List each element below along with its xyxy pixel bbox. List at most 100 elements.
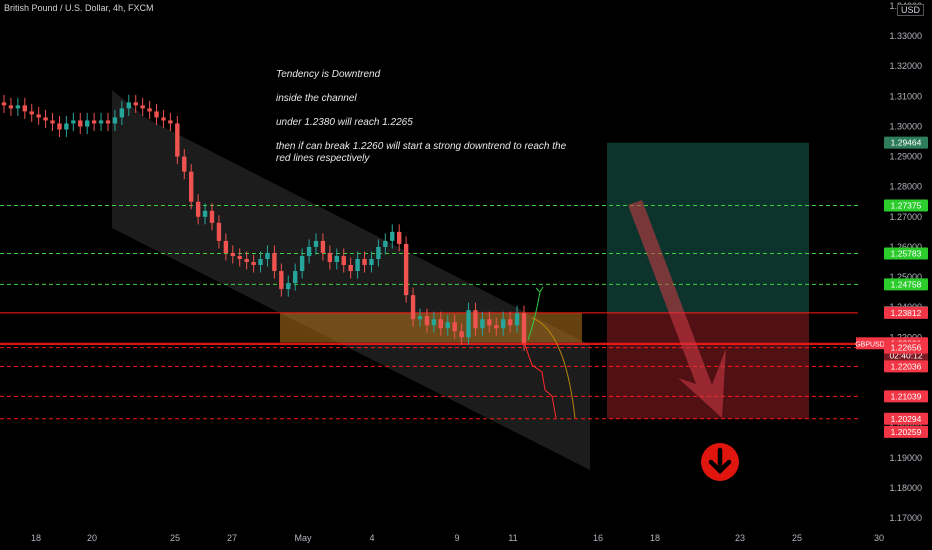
y-tick-label: 1.28000 [889, 182, 922, 192]
y-tick-label: 1.32000 [889, 61, 922, 71]
x-tick-label: 20 [87, 533, 97, 543]
candle [438, 319, 443, 329]
candle [480, 319, 485, 329]
candle [334, 255, 339, 262]
candle [57, 123, 62, 130]
candle [230, 252, 235, 256]
candle [265, 252, 270, 259]
candle [105, 120, 111, 124]
x-tick-label: 18 [31, 533, 41, 543]
candle [459, 331, 464, 338]
symbol-tag-label: GBPUSD [855, 341, 885, 348]
down-arrow-icon [701, 443, 739, 481]
price-axis [858, 0, 932, 550]
currency-selector[interactable]: USD [896, 4, 924, 16]
candle [501, 319, 506, 329]
price-tag-label: 1.22036 [891, 361, 922, 371]
candle [189, 171, 194, 202]
x-tick-label: 27 [227, 533, 237, 543]
candle [403, 243, 409, 296]
candle [452, 322, 457, 332]
candle [195, 201, 201, 217]
price-tag [884, 341, 928, 354]
candle [1, 102, 7, 106]
x-tick-label: 25 [170, 533, 180, 543]
annotation-line-1: Tendency is Downtrend [276, 69, 381, 80]
candle [299, 255, 305, 272]
candle [293, 271, 298, 284]
annotation-line-2: inside the channel [276, 93, 357, 104]
candle [320, 240, 326, 253]
price-tag-label: 1.20294 [891, 414, 922, 424]
candle [168, 120, 173, 124]
price-tag-label: 1.29464 [891, 138, 922, 148]
x-tick-label: 23 [735, 533, 745, 543]
zone-path-arrow [531, 317, 576, 419]
y-tick-label: 1.33000 [889, 31, 922, 41]
x-tick-label: 11 [508, 533, 517, 543]
candle [397, 231, 402, 244]
candle [390, 231, 395, 241]
price-tag [884, 199, 928, 212]
symbol-tag [856, 337, 884, 350]
candle [175, 123, 180, 157]
countdown-label: 02:40:12 [889, 350, 922, 360]
candle [424, 316, 430, 326]
candle [521, 313, 527, 344]
x-tick-label: 4 [369, 533, 374, 543]
price-tag [884, 278, 928, 291]
candle [362, 258, 367, 266]
candle [147, 108, 152, 112]
y-tick-label: 1.25000 [889, 272, 922, 282]
candle [216, 222, 222, 241]
candle [466, 310, 471, 338]
candle [507, 319, 513, 326]
candle [154, 111, 159, 118]
candle [119, 108, 125, 118]
big-down-arrow [628, 200, 726, 418]
candle [514, 313, 520, 326]
candle [91, 120, 97, 124]
candle [279, 271, 284, 290]
candle [369, 258, 374, 266]
candle [22, 105, 27, 112]
price-tag-label: 1.20259 [891, 427, 922, 437]
candle [112, 117, 118, 124]
x-tick-label: 16 [593, 533, 603, 543]
annotation-line-4: then if can break 1.2260 will start a st… [276, 141, 567, 164]
candle [29, 111, 34, 115]
candle [126, 102, 131, 109]
candle [494, 325, 499, 329]
candle [202, 210, 208, 217]
price-tag-label: 1.27375 [891, 201, 922, 211]
y-tick-label: 1.17000 [889, 513, 922, 523]
symbol-title[interactable]: British Pound / U.S. Dollar, 4h, FXCM [4, 3, 154, 13]
candle [313, 240, 319, 247]
price-tag [884, 306, 928, 319]
candle [355, 258, 360, 272]
price-tag [884, 390, 928, 403]
candle [286, 283, 291, 290]
candle [182, 156, 187, 172]
candle [85, 120, 90, 127]
candle [445, 322, 450, 329]
y-tick-label: 1.18000 [889, 483, 922, 493]
bullish-path-arrow [527, 291, 541, 341]
bullish-arrowhead [535, 286, 544, 293]
descending-channel [112, 90, 590, 470]
candle [376, 246, 381, 259]
candle [8, 105, 14, 109]
candle [431, 319, 437, 326]
y-tick-label: 1.26000 [889, 242, 922, 252]
candle [473, 310, 478, 329]
y-tick-label: 1.27000 [889, 212, 922, 222]
candle [327, 252, 333, 262]
candle [410, 295, 416, 320]
y-tick-label: 1.31000 [889, 91, 922, 101]
price-tag [884, 247, 928, 260]
candle [306, 246, 312, 256]
candle [50, 120, 55, 124]
price-tag [884, 425, 928, 438]
price-tag-label: 1.25783 [891, 248, 922, 258]
